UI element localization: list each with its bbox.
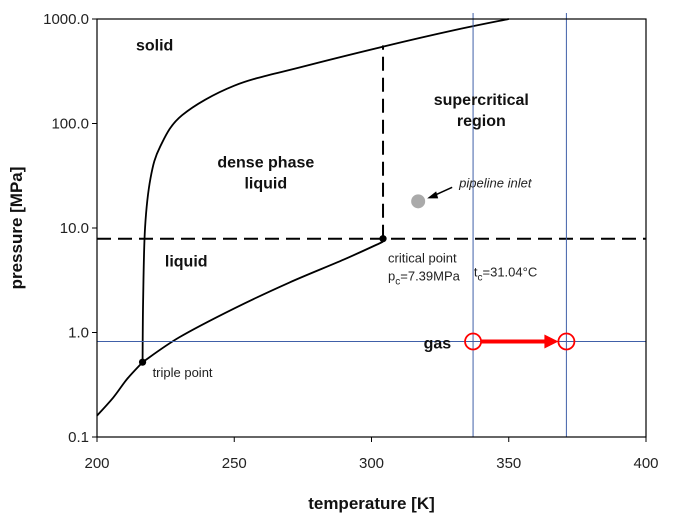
x-tick-label-350: 350 <box>496 455 521 472</box>
x-axis-title: temperature [K] <box>308 494 435 513</box>
start-circle-marker <box>464 332 482 351</box>
gas-region-label: gas <box>424 336 452 353</box>
inlet-arrow-icon <box>427 191 439 199</box>
x-tick-label-200: 200 <box>84 455 109 472</box>
x-tick-label-250: 250 <box>222 455 247 472</box>
overlay-layer <box>97 13 646 437</box>
vaporization-curve <box>142 240 384 363</box>
triple-point-marker <box>138 358 147 366</box>
triple-point-label: triple point <box>153 365 213 380</box>
arrow-head-icon <box>544 334 559 349</box>
y-axis-title: pressure [MPa] <box>7 167 26 290</box>
x-tick-label-400: 400 <box>633 455 658 472</box>
end-circle-marker <box>557 332 576 351</box>
pipeline-inlet-marker <box>411 194 426 209</box>
solid-region-label: solid <box>136 37 173 54</box>
y-tick-label-1.0: 1.0 <box>68 325 89 342</box>
sublimation-curve <box>96 361 144 417</box>
melting-curve <box>141 18 509 363</box>
liquid-region-label: liquid <box>165 253 208 270</box>
y-tick-label-10.0: 10.0 <box>60 220 89 237</box>
pipeline-inlet-label: pipeline inlet <box>458 175 533 190</box>
critical-point-marker <box>379 235 387 243</box>
curves-layer <box>96 18 646 417</box>
points-layer <box>138 186 453 366</box>
supercritical-region-region-label: supercritical region <box>434 92 529 130</box>
critical-point-label: critical point <box>388 251 457 266</box>
x-tick-label-300: 300 <box>359 455 384 472</box>
y-tick-label-100.0: 100.0 <box>51 116 89 133</box>
y-tick-label-0.1: 0.1 <box>68 429 89 446</box>
y-tick-label-1000.0: 1000.0 <box>43 11 89 28</box>
dense-phase-liquid-region-label: dense phase liquid <box>217 154 314 192</box>
axis-ticks: 200 250 300 350 400 0.1 1.0 10.0 100.0 1000.0 <box>43 11 658 472</box>
critical-values-label: pc=7.39MPa tc=31.04°C <box>388 265 537 288</box>
